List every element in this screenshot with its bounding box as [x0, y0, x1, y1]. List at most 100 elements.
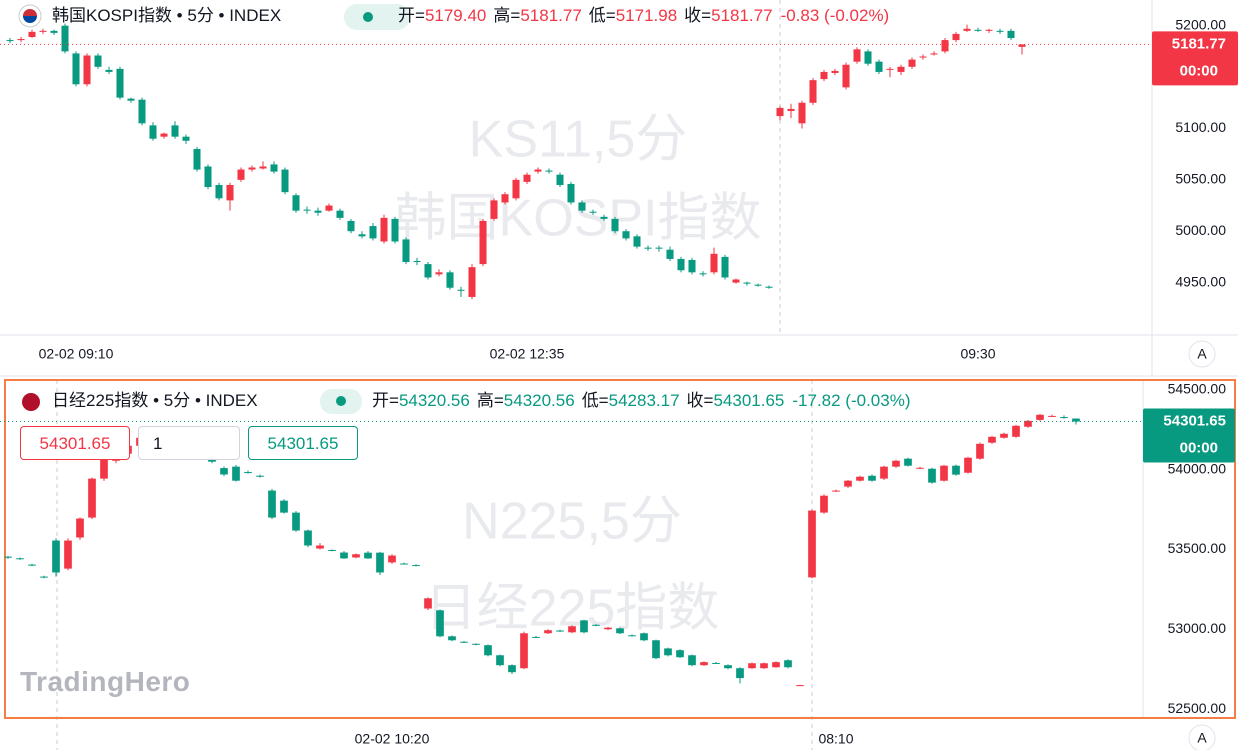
quote-label: 低=: [589, 6, 616, 25]
candle-body: [457, 289, 465, 291]
candle-body: [842, 64, 850, 88]
candle-body: [292, 512, 300, 531]
candle-body: [1048, 415, 1056, 417]
quote-label: 收=: [687, 391, 714, 410]
candle-body: [809, 80, 817, 103]
candle-body: [376, 552, 384, 573]
candle-body: [226, 184, 234, 201]
candle-body: [314, 210, 322, 213]
candle-body: [61, 25, 69, 52]
candle-body: [600, 216, 608, 219]
candle-body: [996, 30, 1004, 32]
candle-body: [1072, 418, 1080, 422]
candle-body: [1007, 30, 1015, 39]
candle-body: [280, 500, 288, 513]
candle-body: [193, 149, 201, 170]
last-price-tag: [1143, 408, 1235, 463]
candle-body: [556, 630, 564, 632]
candle-body: [743, 282, 751, 284]
candle-body: [369, 226, 377, 239]
candle-body: [919, 56, 927, 58]
candle-body: [832, 490, 840, 492]
candle-body: [316, 545, 324, 549]
candle-body: [611, 218, 619, 232]
candle-body: [391, 218, 399, 242]
candle-body: [39, 30, 47, 32]
candle-body: [724, 665, 732, 669]
candle-body: [580, 620, 588, 633]
quote-value: 5181.77: [520, 6, 581, 25]
candle-body: [622, 231, 630, 239]
candle-body: [400, 563, 408, 565]
candle-body: [16, 558, 24, 560]
candle-body: [666, 249, 674, 259]
candle-body: [688, 259, 696, 273]
candle-body: [664, 648, 672, 656]
candle-body: [820, 495, 828, 513]
candle-body: [1012, 425, 1020, 437]
flag-kr-blue: [23, 16, 37, 23]
candle-body: [916, 467, 924, 469]
candle-body: [578, 202, 586, 211]
candle-body: [963, 28, 971, 31]
candle-body: [413, 261, 421, 263]
candle-body: [435, 272, 443, 275]
candle-body: [50, 30, 58, 33]
candle-body: [776, 107, 784, 117]
candle-body: [388, 555, 396, 563]
change: -0.83 (-0.02%): [781, 6, 890, 25]
quote-value: 5179.40: [425, 6, 486, 25]
candle-body: [460, 641, 468, 643]
candle-body: [1060, 417, 1068, 419]
candle-body: [652, 640, 660, 659]
candle-body: [644, 247, 652, 249]
status-pill[interactable]: [344, 4, 410, 30]
flag-kr-red: [23, 9, 37, 16]
watermark: KS11,5分: [469, 111, 688, 169]
candle-body: [6, 40, 14, 42]
y-tick-label: 52500.00: [1168, 700, 1227, 716]
quantity-input[interactable]: 1: [138, 426, 240, 460]
auto-scale-label: A: [1197, 346, 1207, 362]
candle-body: [974, 29, 982, 31]
candle-body: [325, 205, 333, 211]
candle-body: [897, 66, 905, 72]
candle-body: [94, 55, 102, 67]
candle-body: [281, 169, 289, 193]
y-tick-label: 5100.00: [1175, 119, 1226, 135]
candle-body: [1000, 433, 1008, 438]
candle-body: [508, 665, 516, 673]
candle-body: [633, 236, 641, 247]
quote-value: 54301.65: [713, 391, 784, 410]
candle-body: [232, 466, 240, 481]
candle-body: [127, 98, 135, 101]
candle-body: [592, 624, 600, 626]
candle-body: [976, 443, 984, 459]
candle-body: [28, 564, 36, 566]
candle-body: [479, 220, 487, 265]
candle-body: [710, 253, 718, 273]
flag-jp: [22, 393, 40, 411]
change: -17.82 (-0.03%): [792, 391, 910, 410]
x-tick-label: 02-02 09:10: [39, 346, 114, 362]
candle-body: [412, 565, 420, 567]
last-price-label: 54301.65: [1163, 413, 1226, 430]
candle-body: [520, 633, 528, 669]
candle-body: [941, 40, 949, 52]
sell-price-input[interactable]: 54301.65: [20, 426, 130, 460]
auto-scale-button[interactable]: [1188, 340, 1216, 368]
candle-body: [988, 436, 996, 443]
buy-price-input[interactable]: 54301.65: [248, 426, 358, 460]
header-icons: A A: [18, 4, 1216, 750]
candle-body: [149, 125, 157, 139]
candle-body: [304, 530, 312, 546]
candle-body: [380, 217, 388, 242]
candle-body: [700, 662, 708, 666]
auto-scale-button[interactable]: [1188, 724, 1216, 750]
candle-body: [352, 554, 360, 558]
candle-body: [640, 633, 648, 641]
candle-body: [856, 476, 864, 481]
candle-body: [424, 598, 432, 609]
